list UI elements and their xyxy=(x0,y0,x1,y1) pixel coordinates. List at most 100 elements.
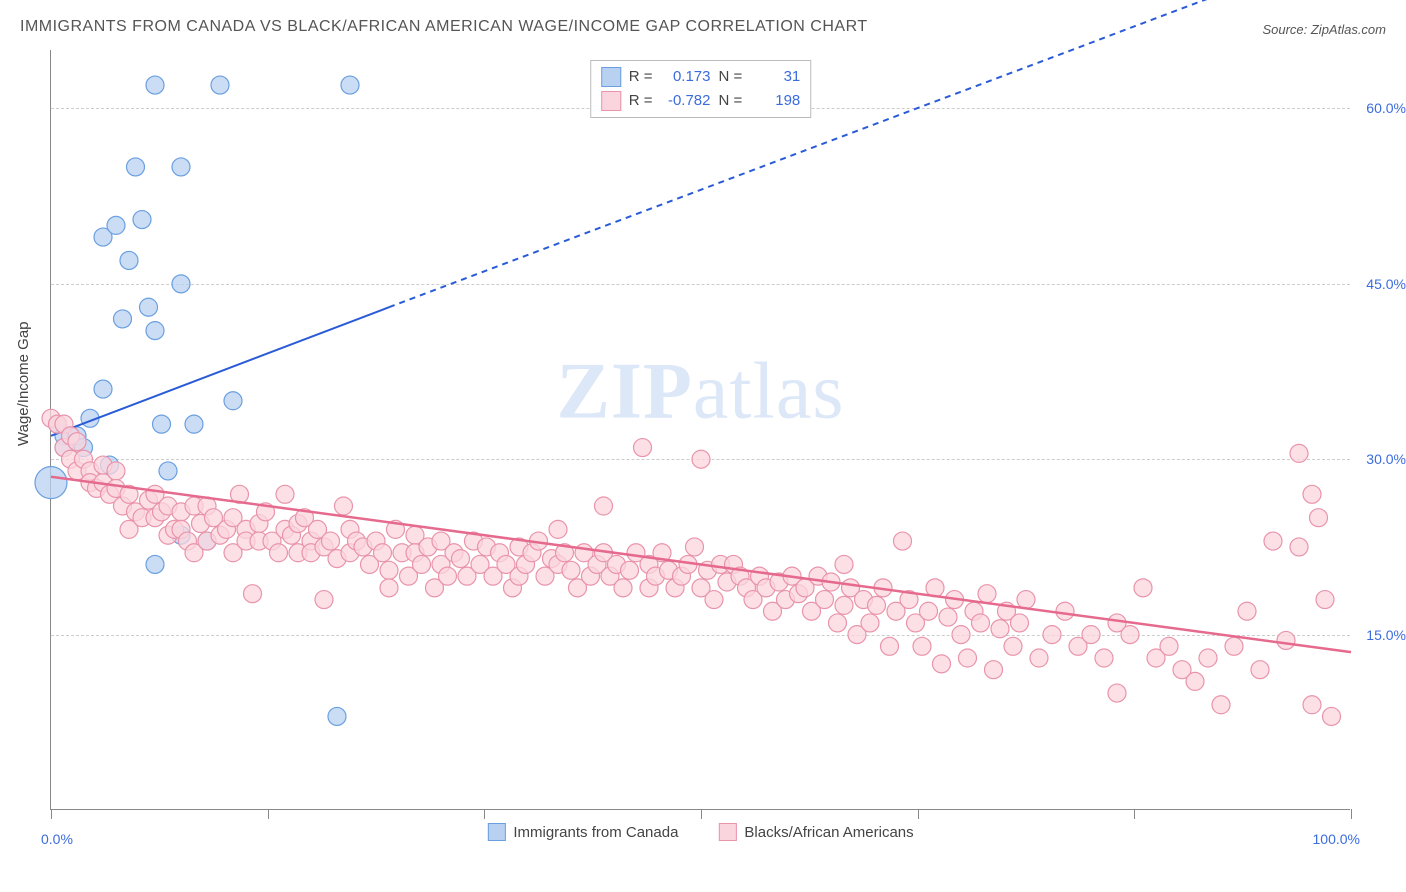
data-point xyxy=(1160,637,1178,655)
data-point xyxy=(1212,696,1230,714)
x-tick xyxy=(484,809,485,819)
data-point xyxy=(146,555,164,573)
data-point xyxy=(146,322,164,340)
x-tick xyxy=(51,809,52,819)
legend-item-0: Immigrants from Canada xyxy=(487,823,678,841)
correlation-box: R = 0.173 N = 31 R = -0.782 N = 198 xyxy=(590,60,812,118)
data-point xyxy=(835,596,853,614)
data-point xyxy=(692,450,710,468)
data-point xyxy=(211,76,229,94)
data-point xyxy=(1030,649,1048,667)
data-point xyxy=(35,467,67,499)
data-point xyxy=(380,579,398,597)
data-point xyxy=(1290,444,1308,462)
data-point xyxy=(1303,696,1321,714)
data-point xyxy=(127,158,145,176)
r-value-0: 0.173 xyxy=(661,65,711,89)
data-point xyxy=(1225,637,1243,655)
trend-line xyxy=(51,477,1351,652)
data-point xyxy=(829,614,847,632)
data-point xyxy=(374,544,392,562)
data-point xyxy=(1310,509,1328,527)
data-point xyxy=(705,591,723,609)
data-point xyxy=(68,433,86,451)
data-point xyxy=(276,485,294,503)
legend-swatch-icon-0 xyxy=(487,823,505,841)
data-point xyxy=(816,591,834,609)
legend-swatch-1 xyxy=(601,91,621,111)
correlation-row-1: R = -0.782 N = 198 xyxy=(601,89,801,113)
data-point xyxy=(985,661,1003,679)
data-point xyxy=(322,532,340,550)
data-point xyxy=(595,497,613,515)
x-axis-label-right: 100.0% xyxy=(1313,831,1360,847)
data-point xyxy=(894,532,912,550)
data-point xyxy=(140,298,158,316)
legend-bottom: Immigrants from Canada Blacks/African Am… xyxy=(487,823,913,841)
data-point xyxy=(1251,661,1269,679)
y-axis-label: Wage/Income Gap xyxy=(15,321,32,446)
chart-title: IMMIGRANTS FROM CANADA VS BLACK/AFRICAN … xyxy=(20,18,868,36)
data-point xyxy=(634,439,652,457)
data-point xyxy=(244,585,262,603)
data-point xyxy=(913,637,931,655)
data-point xyxy=(270,544,288,562)
data-point xyxy=(153,415,171,433)
data-point xyxy=(549,520,567,538)
data-point xyxy=(939,608,957,626)
data-point xyxy=(172,158,190,176)
n-value-1: 198 xyxy=(750,89,800,113)
data-point xyxy=(114,310,132,328)
data-point xyxy=(1108,684,1126,702)
data-point xyxy=(439,567,457,585)
r-label: R = xyxy=(629,89,653,113)
data-point xyxy=(1186,672,1204,690)
n-value-0: 31 xyxy=(750,65,800,89)
data-point xyxy=(933,655,951,673)
trend-line-dashed xyxy=(389,0,1351,307)
correlation-row-0: R = 0.173 N = 31 xyxy=(601,65,801,89)
data-point xyxy=(835,555,853,573)
data-point xyxy=(562,561,580,579)
data-point xyxy=(1095,649,1113,667)
data-point xyxy=(328,707,346,725)
r-label: R = xyxy=(629,65,653,89)
data-point xyxy=(1004,637,1022,655)
y-tick-label: 45.0% xyxy=(1366,276,1406,292)
data-point xyxy=(614,579,632,597)
source-prefix: Source: xyxy=(1262,22,1310,37)
data-point xyxy=(94,380,112,398)
data-point xyxy=(972,614,990,632)
plot-area: ZIPatlas 15.0%30.0%45.0%60.0% R = 0.173 … xyxy=(50,50,1350,810)
data-point xyxy=(159,462,177,480)
data-point xyxy=(120,251,138,269)
data-point xyxy=(1121,626,1139,644)
source-name: ZipAtlas.com xyxy=(1311,22,1386,37)
legend-swatch-0 xyxy=(601,67,621,87)
trend-line xyxy=(51,307,389,436)
data-point xyxy=(1017,591,1035,609)
data-point xyxy=(991,620,1009,638)
data-point xyxy=(146,76,164,94)
data-point xyxy=(1277,631,1295,649)
data-point xyxy=(959,649,977,667)
data-point xyxy=(107,462,125,480)
legend-item-1: Blacks/African Americans xyxy=(718,823,913,841)
data-point xyxy=(1134,579,1152,597)
chart-svg xyxy=(51,50,1350,809)
data-point xyxy=(881,637,899,655)
data-point xyxy=(1238,602,1256,620)
data-point xyxy=(621,561,639,579)
data-point xyxy=(224,392,242,410)
data-point xyxy=(920,602,938,620)
data-point xyxy=(335,497,353,515)
data-point xyxy=(861,614,879,632)
data-point xyxy=(172,275,190,293)
legend-label-1: Blacks/African Americans xyxy=(744,824,913,841)
data-point xyxy=(452,550,470,568)
x-tick xyxy=(701,809,702,819)
data-point xyxy=(1043,626,1061,644)
data-point xyxy=(341,76,359,94)
x-tick xyxy=(918,809,919,819)
x-tick xyxy=(1351,809,1352,819)
